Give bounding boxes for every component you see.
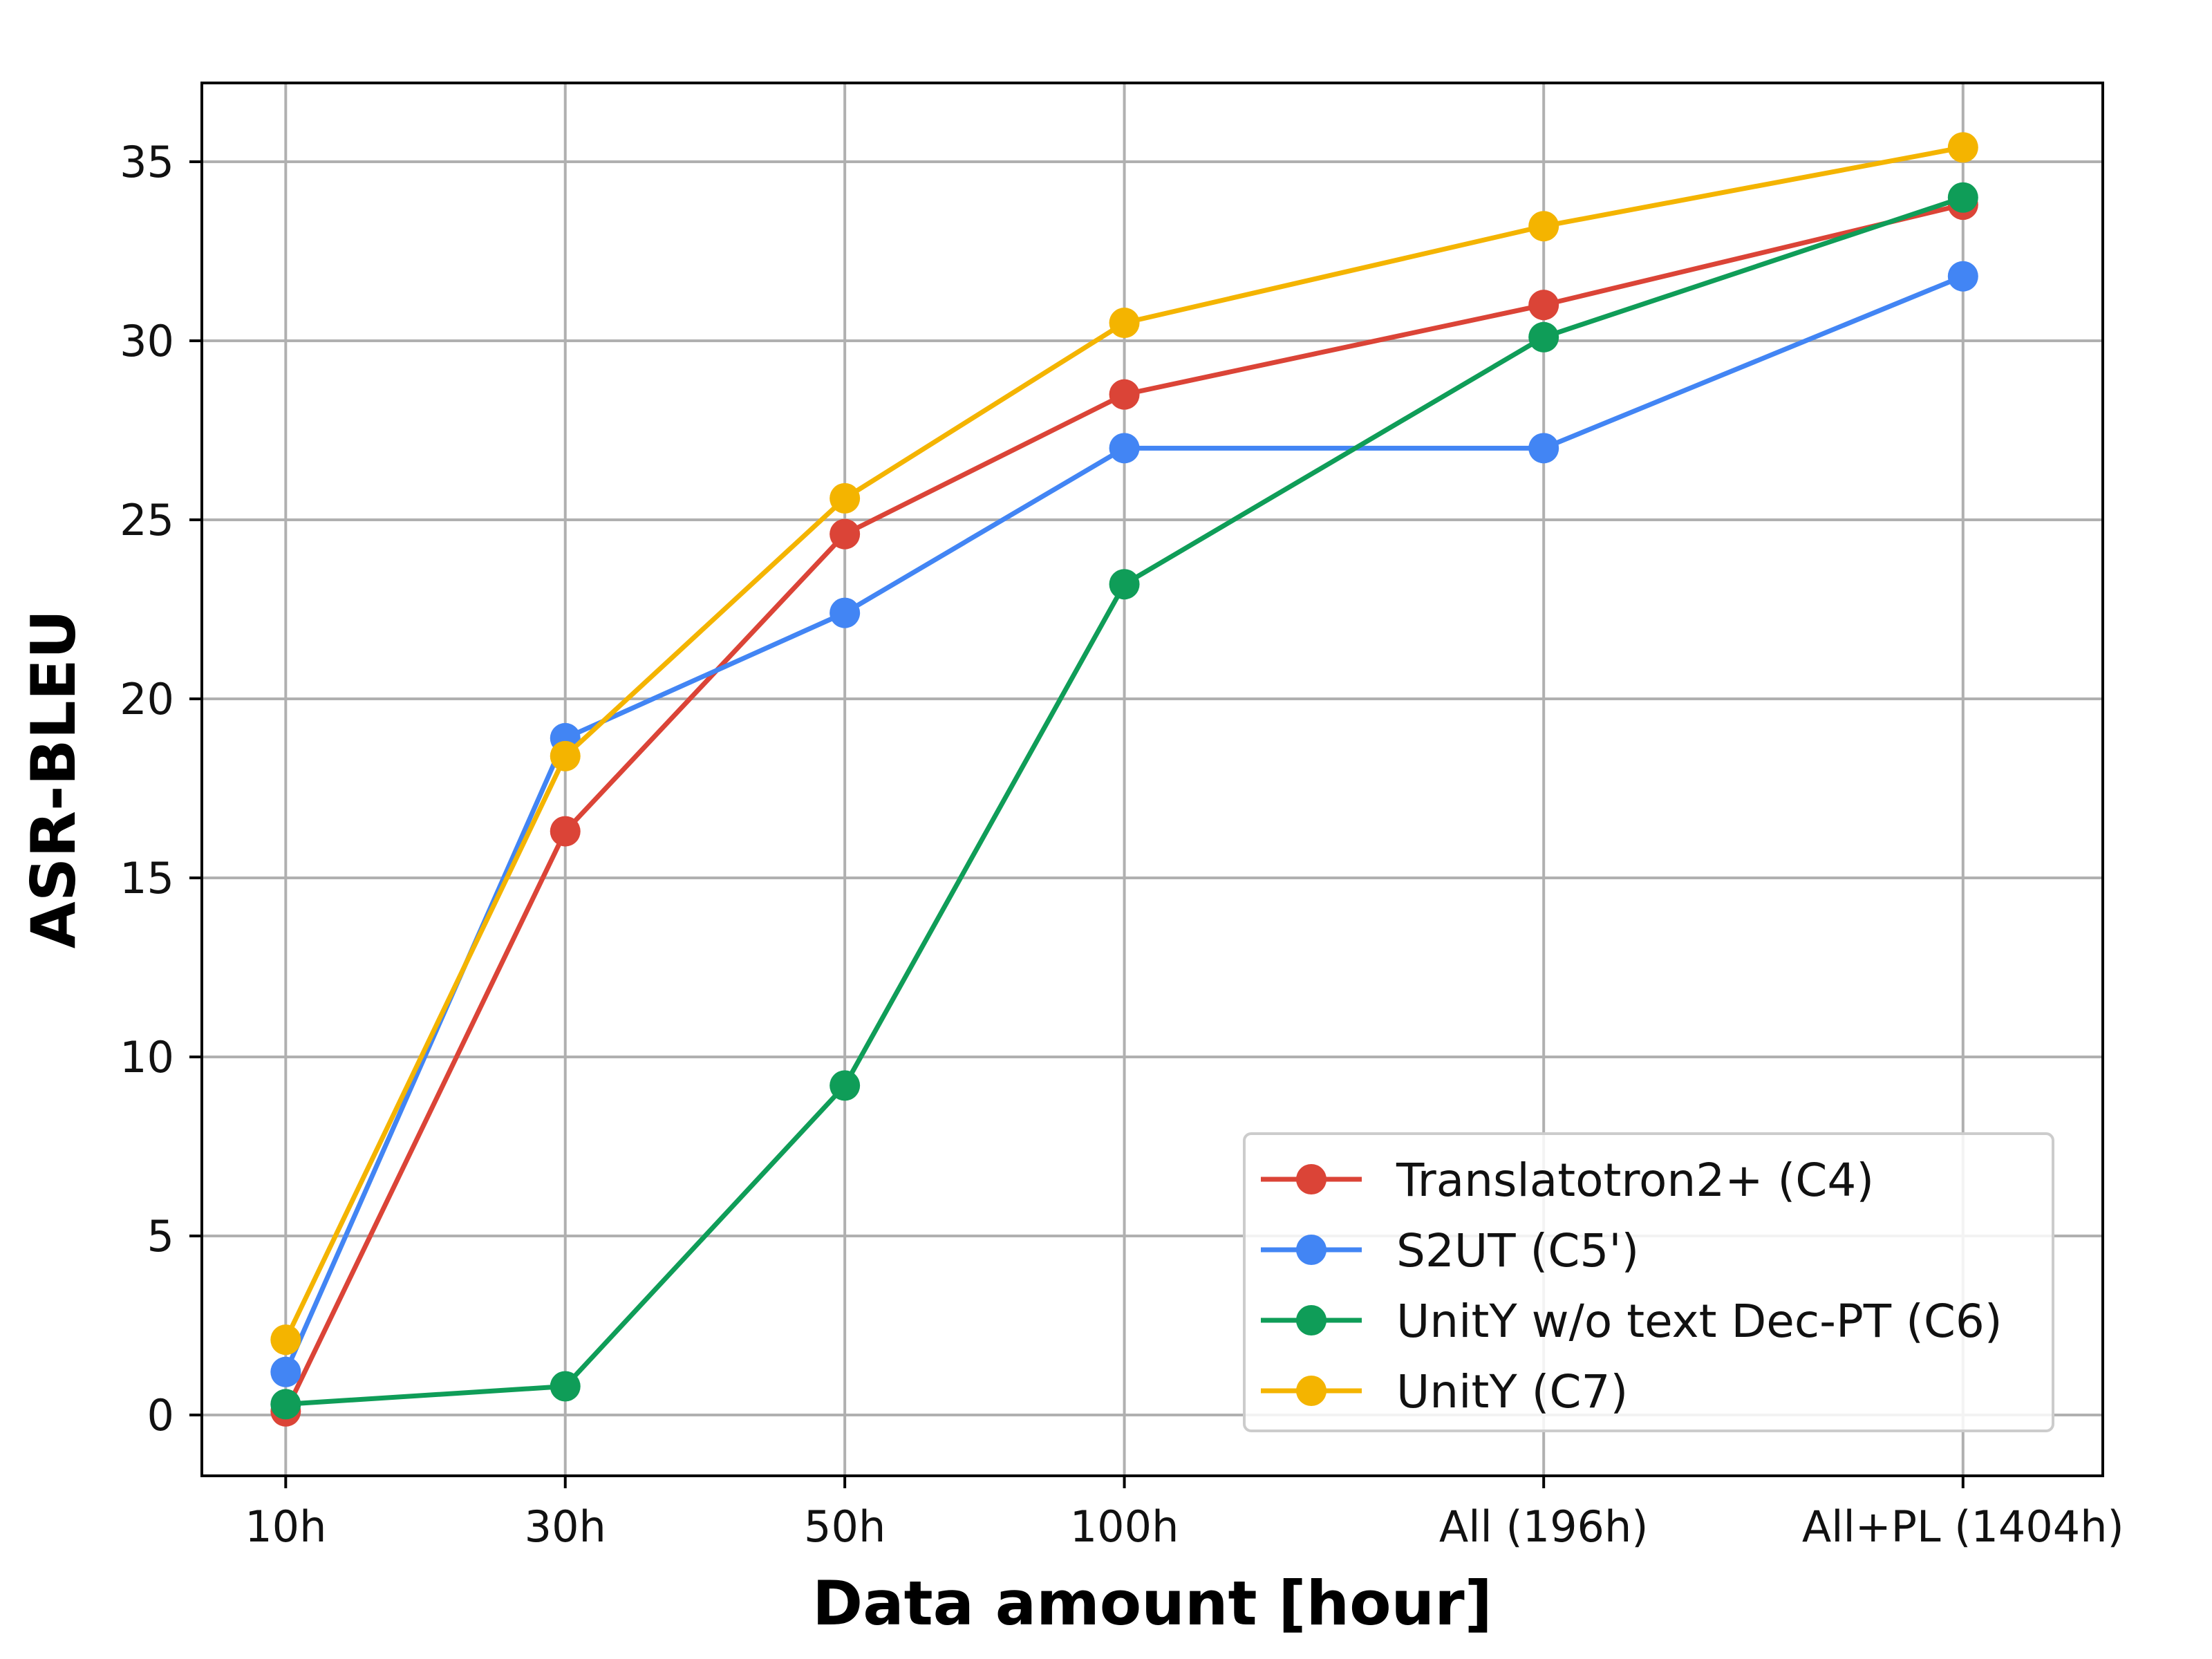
series-0 [270, 189, 1978, 1427]
data-point [1947, 182, 1978, 213]
x-tick-label: All+PL (1404h) [1802, 1501, 2124, 1552]
legend-marker [1296, 1164, 1327, 1194]
grid [202, 83, 2103, 1476]
series-line [283, 274, 1965, 1374]
data-point [550, 816, 581, 847]
data-point [1528, 321, 1559, 353]
series-3 [270, 132, 1978, 1356]
data-point [830, 518, 861, 550]
y-tick-label: 15 [120, 853, 174, 903]
series-line [285, 195, 1964, 1407]
x-tick-label: 100h [1070, 1501, 1179, 1552]
legend-marker [1296, 1235, 1327, 1265]
legend-label: UnitY (C7) [1396, 1365, 1628, 1418]
data-point [1109, 308, 1140, 339]
data-point [830, 1070, 861, 1101]
data-point [1947, 261, 1978, 292]
data-point [270, 1389, 301, 1420]
data-point [1947, 132, 1978, 163]
axis-ticks: 10h 30h 50h 100h All (196h) All+PL (1404h) 0 5 1… [120, 137, 2124, 1552]
y-tick-label: 20 [120, 674, 174, 724]
x-tick-label: 10h [245, 1501, 326, 1552]
data-point [1528, 290, 1559, 321]
y-tick-label: 25 [120, 495, 174, 545]
legend-marker [1296, 1376, 1327, 1406]
y-tick-label: 0 [147, 1390, 174, 1441]
series-line [283, 202, 1964, 1413]
plot-frame [200, 82, 2104, 1477]
data-point [1528, 211, 1559, 242]
legend-label: UnitY w/o text Dec-PT (C6) [1396, 1295, 2003, 1348]
y-axis-title: ASR-BLEU [18, 610, 89, 949]
data-point [1528, 433, 1559, 464]
y-tick-label: 35 [120, 137, 174, 187]
x-tick-label: 50h [804, 1501, 885, 1552]
data-point [830, 482, 861, 514]
legend-label: S2UT (C5') [1396, 1224, 1639, 1277]
y-tick-label: 5 [147, 1211, 174, 1262]
series-line [283, 144, 1964, 1341]
legend: Translatotron2+ (C4) S2UT (C5') UnitY w/o … [1243, 1132, 2054, 1432]
data-point [550, 740, 581, 771]
y-tick-label: 10 [120, 1032, 174, 1082]
series-2 [270, 182, 1978, 1420]
y-tick-label: 30 [120, 316, 174, 366]
data-point [270, 1324, 301, 1356]
x-tick-label: 30h [525, 1501, 606, 1552]
data-point [1109, 569, 1140, 600]
data-point [830, 597, 861, 628]
data-point [1109, 433, 1140, 464]
data-point [270, 1356, 301, 1387]
legend-marker [1296, 1305, 1327, 1335]
data-point [1109, 379, 1140, 410]
x-axis-title: Data amount [hour] [812, 1568, 1492, 1639]
data-point [550, 1371, 581, 1402]
legend-box [1243, 1132, 2054, 1432]
legend-label: Translatotron2+ (C4) [1396, 1154, 1874, 1207]
x-tick-label: All (196h) [1439, 1501, 1649, 1552]
series-lines [270, 132, 1978, 1427]
